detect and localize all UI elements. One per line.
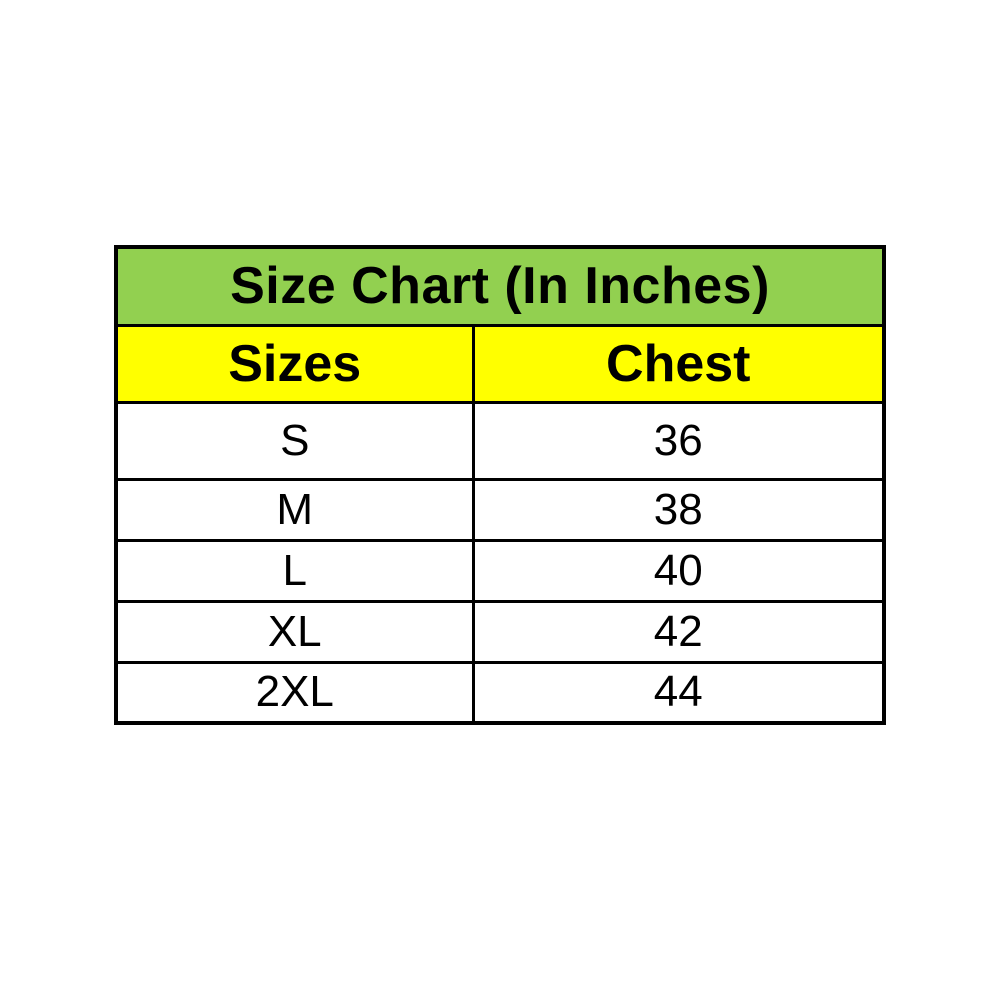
- table-row-l: L 40: [114, 538, 886, 603]
- size-cell: L: [114, 538, 475, 603]
- size-cell: S: [114, 400, 475, 481]
- column-header-sizes: Sizes: [114, 323, 475, 404]
- table-title: Size Chart (In Inches): [114, 245, 886, 327]
- table-row-2xl: 2XL 44: [114, 660, 886, 725]
- chest-cell: 42: [471, 599, 886, 664]
- size-chart-table: Size Chart (In Inches) Sizes Chest S 36 …: [114, 245, 887, 725]
- table-header-row: Sizes Chest: [114, 323, 886, 404]
- chest-cell: 36: [471, 400, 886, 481]
- size-cell: XL: [114, 599, 475, 664]
- column-header-chest: Chest: [471, 323, 886, 404]
- chest-cell: 38: [471, 477, 886, 542]
- chest-cell: 44: [471, 660, 886, 725]
- table-title-row: Size Chart (In Inches): [114, 245, 886, 327]
- table-row-m: M 38: [114, 477, 886, 542]
- size-cell: M: [114, 477, 475, 542]
- table-row-s: S 36: [114, 400, 886, 481]
- chest-cell: 40: [471, 538, 886, 603]
- size-cell: 2XL: [114, 660, 475, 725]
- table-row-xl: XL 42: [114, 599, 886, 664]
